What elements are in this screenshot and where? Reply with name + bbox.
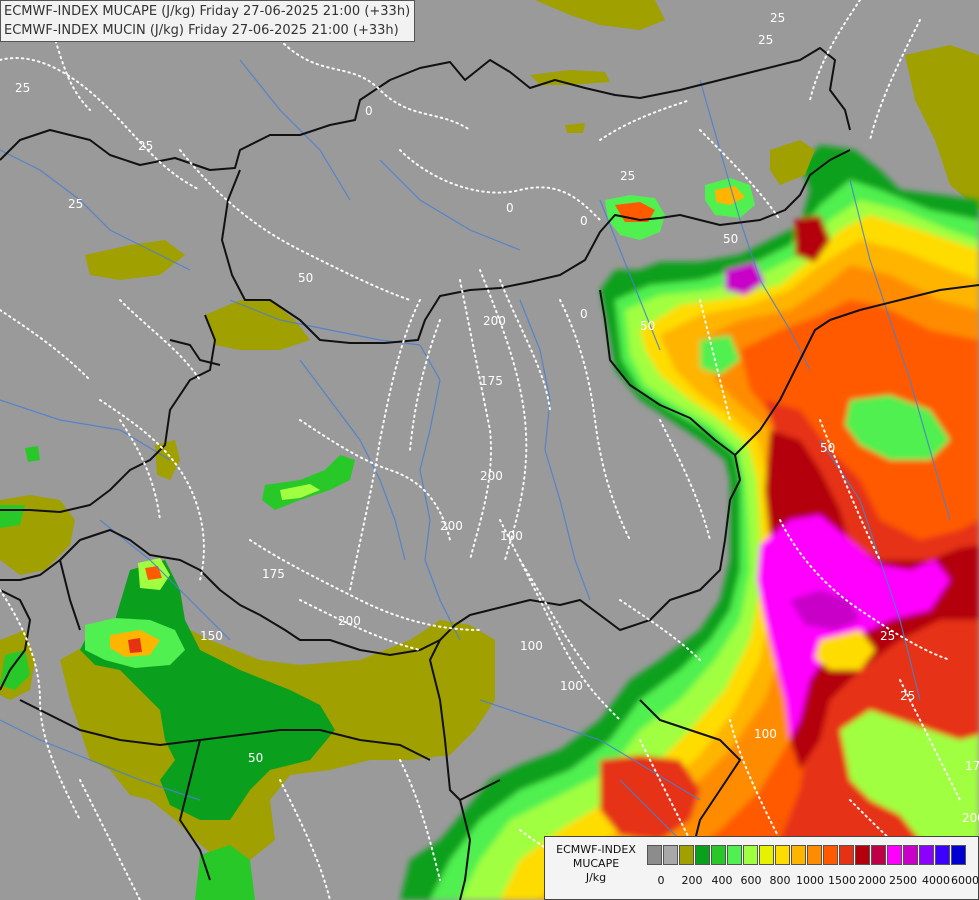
legend-title-unit: J/kg [585,871,607,884]
legend-swatch [903,845,918,865]
contour-value-label: 150 [200,629,223,643]
legend-tick-label: 1500 [828,874,856,887]
contour-value-label: 50 [298,271,313,285]
legend-swatch [871,845,886,865]
contour-value-label: 25 [900,689,915,703]
contour-value-label: 25 [15,81,30,95]
legend-swatch [647,845,662,865]
mucin-title: ECMWF-INDEX MUCIN (J/kg) Friday 27-06-20… [4,23,399,38]
legend-swatch [711,845,726,865]
legend-tick-label: 200 [681,874,703,887]
contour-labels: 25 25 25 25 0 0 0 0 25 50 50 50 50 50 100 100 100 100 175 1… [15,11,979,825]
legend-swatch [951,845,966,865]
contour-value-label: 0 [506,201,514,215]
mucape-title: ECMWF-INDEX MUCAPE (J/kg) Friday 27-06-2… [4,4,411,19]
legend-title-parameter: MUCAPE [572,857,620,870]
legend-tick-label: 1000 [796,874,824,887]
legend-swatch [919,845,934,865]
legend-swatch [855,845,870,865]
small-cells-north [605,140,815,240]
contour-value-label: 0 [365,104,373,118]
contour-value-label: 100 [500,529,523,543]
contour-value-label: 200 [483,314,506,328]
legend-color-scale [647,845,967,865]
contour-value-label: 200 [440,519,463,533]
legend-tick-label: 4000 [922,874,950,887]
legend-swatch [695,845,710,865]
legend-swatch [839,845,854,865]
contour-value-label: 100 [520,639,543,653]
legend-swatch [743,845,758,865]
legend-tick-label: 0 [657,874,665,887]
contour-value-label: 25 [770,11,785,25]
legend-swatch [679,845,694,865]
legend-tick-labels: 0 200 400 600 800 1000 1500 2000 2500 4000 6000 [647,874,979,888]
legend-swatch [775,845,790,865]
contour-value-label: 175 [480,374,503,388]
contour-value-label: 25 [68,197,83,211]
high-cape-east [400,145,979,900]
legend-tick-label: 600 [740,874,762,887]
legend-swatch [791,845,806,865]
contour-value-label: 50 [723,232,738,246]
contour-value-label: 100 [754,727,777,741]
contour-value-label: 25 [758,33,773,47]
contour-value-label: 25 [880,629,895,643]
legend-title-model: ECMWF-INDEX [556,843,636,856]
mucape-legend: ECMWF-INDEX MUCAPE J/kg 0 200 400 600 800 100… [544,836,979,900]
legend-swatch [807,845,822,865]
contour-value-label: 100 [560,679,583,693]
contour-value-label: 200 [962,811,979,825]
contour-value-label: 200 [338,614,361,628]
contour-value-label: 50 [820,441,835,455]
contour-value-label: 50 [640,319,655,333]
legend-swatch [823,845,838,865]
contour-value-label: 25 [138,139,153,153]
contour-value-label: 175 [262,567,285,581]
legend-swatch [727,845,742,865]
legend-tick-label: 400 [711,874,733,887]
contour-value-label: 50 [248,751,263,765]
legend-tick-label: 2500 [889,874,917,887]
legend-swatch [887,845,902,865]
legend-tick-label: 6000 [951,874,979,887]
contour-value-label: 0 [580,307,588,321]
contour-value-label: 25 [620,169,635,183]
legend-tick-label: 800 [769,874,791,887]
moderate-cape-green [0,446,355,900]
legend-swatch [663,845,678,865]
legend-swatch [935,845,950,865]
legend-swatch [759,845,774,865]
contour-value-label: 200 [480,469,503,483]
map-title-box: ECMWF-INDEX MUCAPE (J/kg) Friday 27-06-2… [0,0,416,42]
legend-title: ECMWF-INDEX MUCAPE J/kg [549,843,643,885]
contour-value-label: 175 [965,759,979,773]
legend-tick-label: 2000 [858,874,886,887]
contour-value-label: 0 [580,214,588,228]
